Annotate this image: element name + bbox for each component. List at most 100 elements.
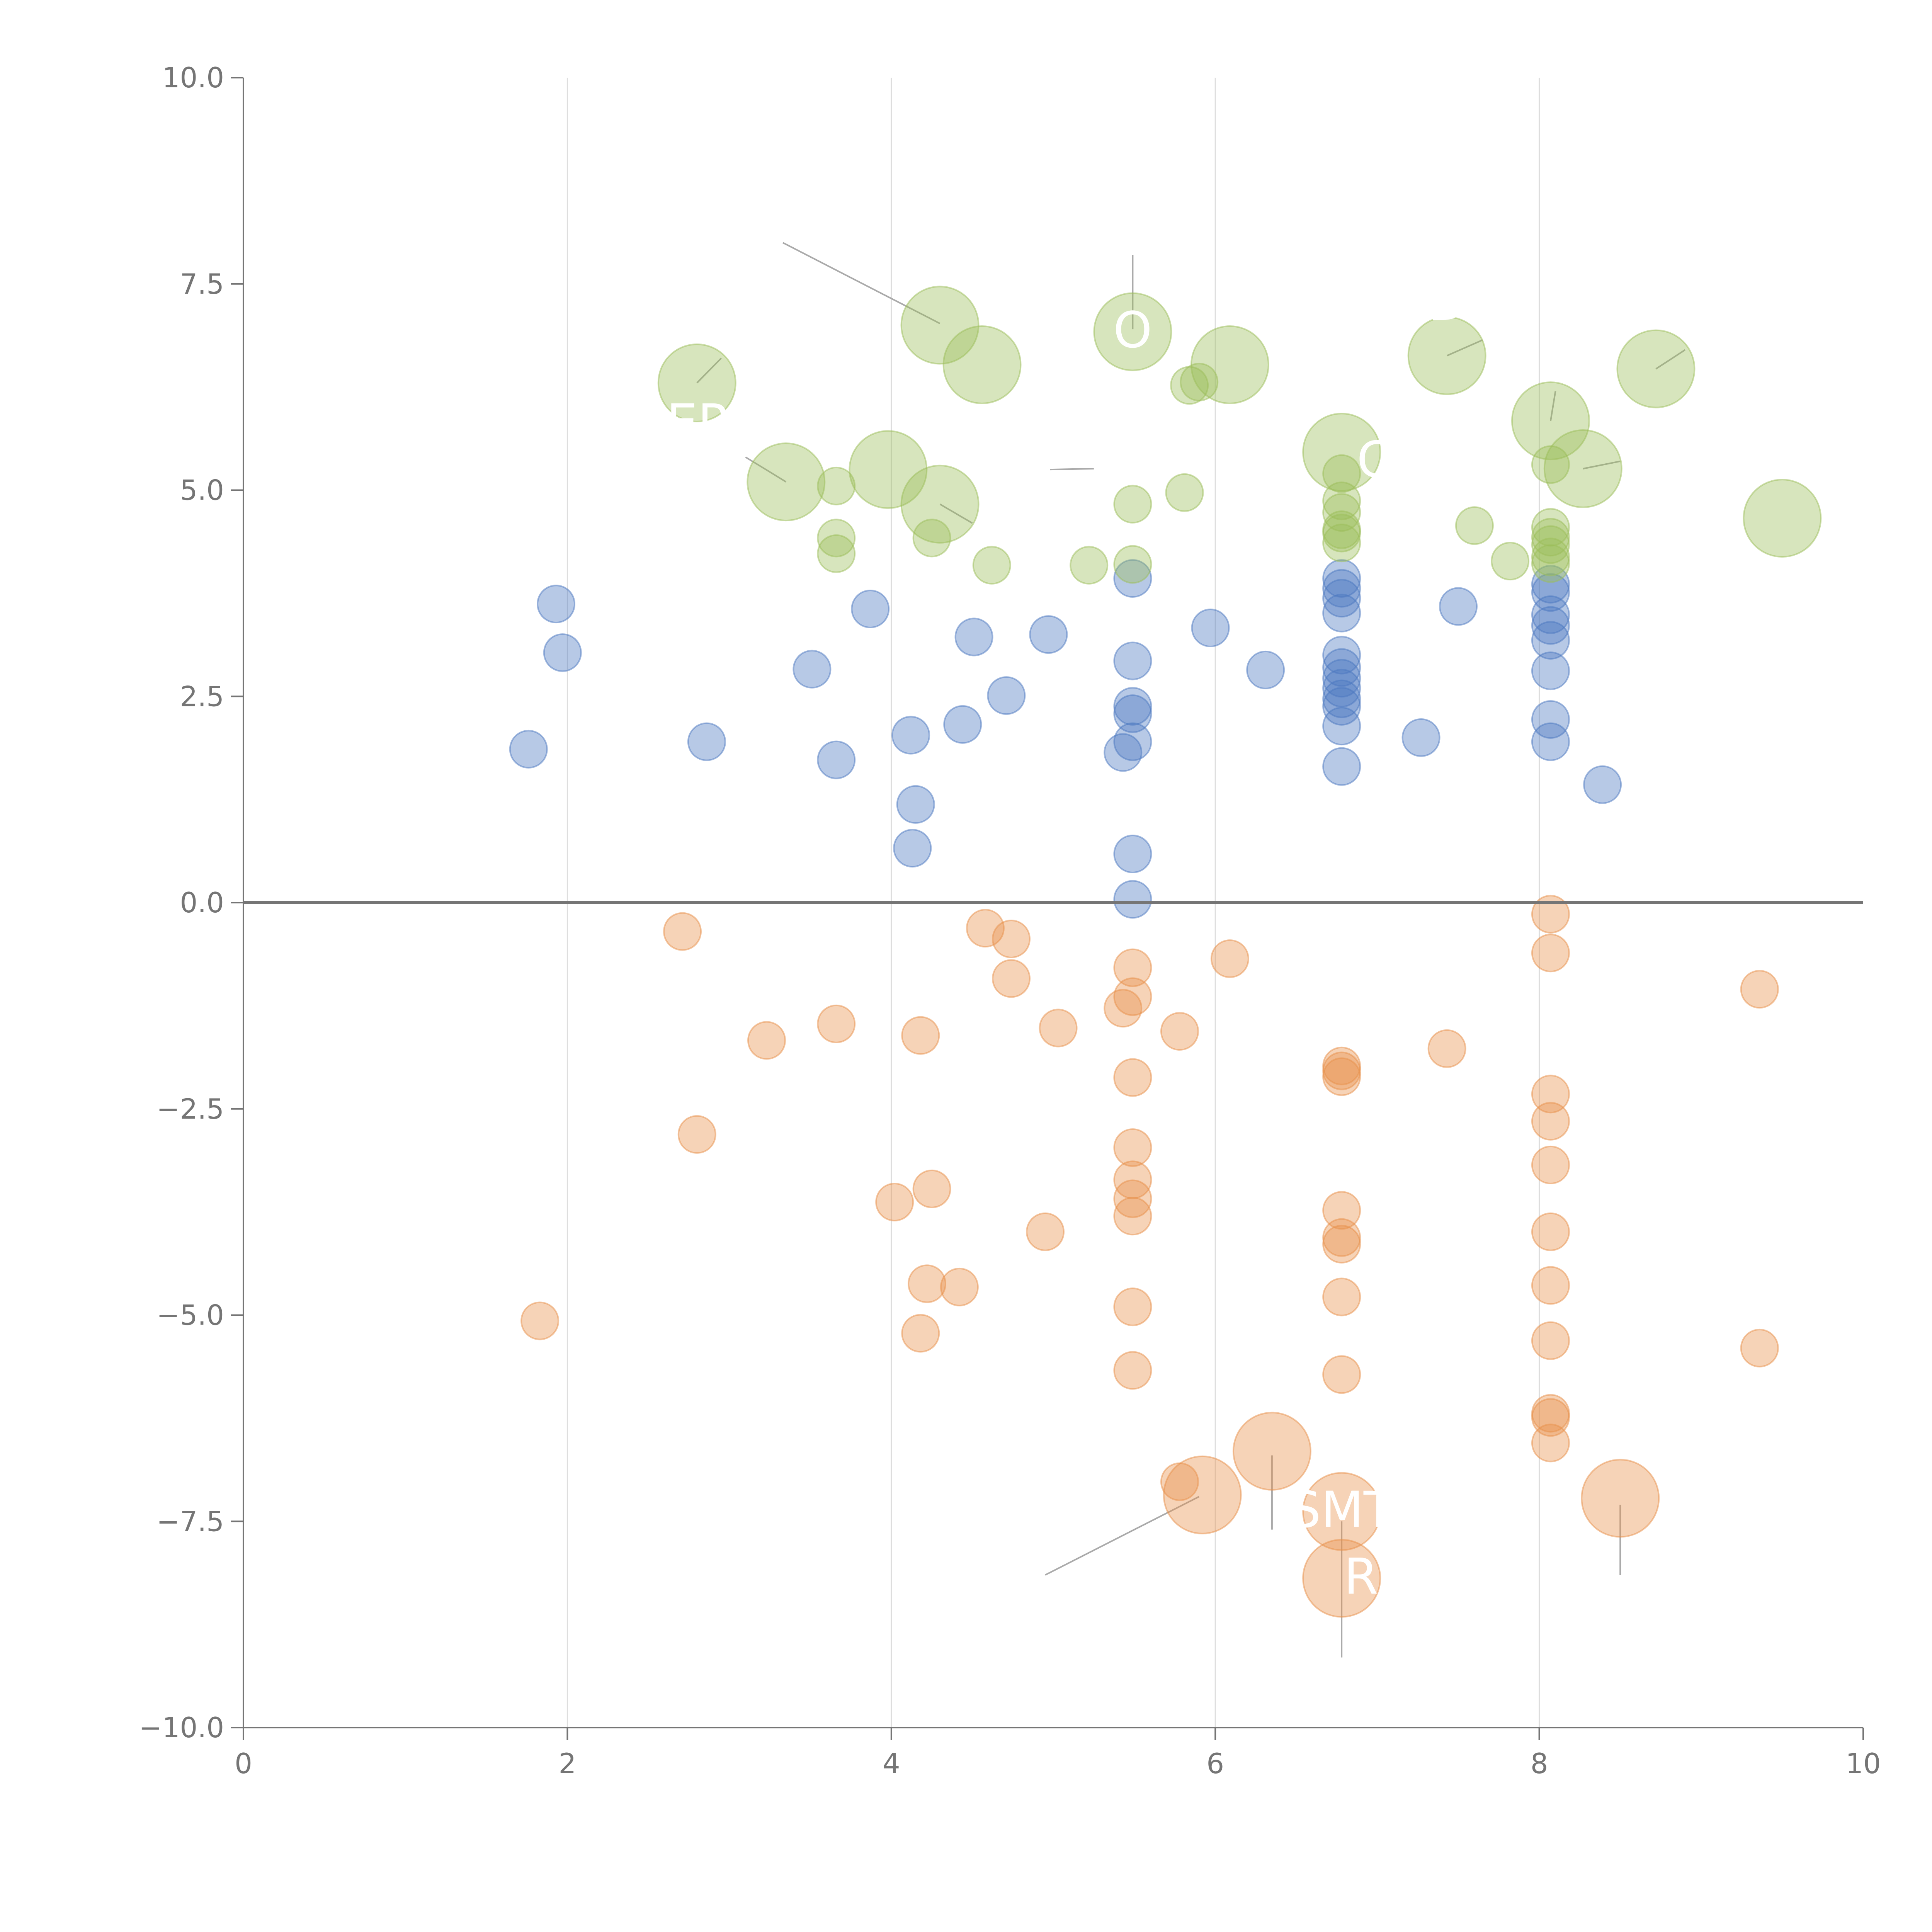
orange-point	[1531, 1145, 1570, 1184]
orange-point	[1322, 1277, 1361, 1316]
green-point	[1455, 506, 1494, 545]
blue-point	[1322, 569, 1361, 608]
blue-point	[1113, 559, 1152, 598]
orange-point	[912, 1169, 951, 1208]
green-large-point	[942, 325, 1022, 404]
points-layer	[509, 286, 1822, 1618]
orange-point	[901, 1016, 940, 1055]
blue-point	[1113, 880, 1152, 919]
orange-point	[1531, 1321, 1570, 1360]
green-point	[817, 534, 856, 573]
blue-point	[1322, 579, 1361, 618]
annotation-leader-line	[1655, 349, 1685, 370]
blue-point	[891, 716, 930, 755]
orange-large-point	[1232, 1412, 1311, 1491]
blue-point	[1322, 668, 1361, 707]
blue-point	[896, 785, 935, 824]
orange-large-point	[1581, 1459, 1660, 1538]
green-point	[1322, 481, 1361, 520]
orange-point	[1531, 934, 1570, 973]
blue-point	[1531, 606, 1570, 645]
annotation-leader-line	[1583, 460, 1621, 469]
green-large-point	[1302, 413, 1381, 492]
orange-point	[875, 1183, 914, 1222]
green-point	[1180, 362, 1219, 401]
blue-point	[954, 617, 993, 656]
orange-point	[1531, 895, 1570, 934]
orange-point	[1113, 1058, 1152, 1097]
orange-point	[901, 1314, 940, 1353]
blue-point	[943, 705, 982, 744]
axes: 0 2 4 6 8 10 10.0 7.5 5.0 2.5 0.0 −2.5 −5.0 −7.5 −10.0	[139, 61, 1881, 1780]
blue-point	[537, 585, 576, 624]
green-point	[1531, 544, 1570, 583]
orange-point	[1531, 1102, 1570, 1141]
orange-point	[1113, 977, 1152, 1016]
point-label: SMT	[1289, 1481, 1394, 1539]
orange-point	[992, 919, 1031, 958]
green-point	[1165, 473, 1204, 512]
blue-point	[1322, 648, 1361, 687]
green-point	[912, 519, 951, 558]
blue-point	[1439, 587, 1478, 626]
green-point	[1322, 493, 1361, 532]
blue-point	[1113, 687, 1152, 726]
orange-point	[1160, 1012, 1199, 1051]
green-point	[1491, 542, 1530, 581]
orange-point	[1740, 970, 1779, 1009]
x-tick-label: 6	[1206, 1747, 1224, 1780]
y-tick-label: 5.0	[180, 474, 224, 507]
y-tick-label: −2.5	[156, 1093, 224, 1125]
blue-point	[1531, 722, 1570, 761]
blue-point	[1531, 651, 1570, 690]
point-labels: O ΕΡ C D SMT R	[667, 274, 1466, 1605]
y-tick-label: 0.0	[180, 886, 224, 919]
green-point	[1531, 445, 1570, 484]
green-point	[1531, 508, 1570, 547]
y-tick-label: 10.0	[162, 61, 224, 94]
green-point	[817, 519, 856, 558]
green-large-point	[1543, 429, 1622, 508]
green-point	[1322, 524, 1361, 563]
point-label: O	[1113, 302, 1152, 359]
blue-point	[1029, 615, 1068, 654]
y-tick-label: −7.5	[156, 1505, 224, 1537]
green-large-point	[849, 430, 928, 509]
orange-point	[908, 1264, 947, 1303]
orange-point	[1322, 1051, 1361, 1090]
orange-point	[1322, 1057, 1361, 1096]
green-point	[1322, 454, 1361, 493]
orange-point	[1113, 1287, 1152, 1327]
blue-point	[1531, 595, 1570, 634]
orange-point	[966, 909, 1005, 948]
x-tick-label: 8	[1531, 1747, 1548, 1780]
green-large-point	[1511, 381, 1590, 461]
blue-point	[851, 589, 890, 628]
leader-lines	[696, 242, 1685, 1658]
annotation-leader-line	[745, 456, 787, 483]
green-large-point	[900, 286, 980, 365]
orange-point	[1039, 1009, 1078, 1048]
orange-point	[1531, 1212, 1570, 1251]
green-large-point	[1093, 292, 1172, 371]
orange-point	[1026, 1212, 1065, 1251]
blue-point	[543, 633, 582, 672]
blue-point	[793, 650, 832, 689]
orange-point	[1113, 1351, 1152, 1390]
x-tick-label: 2	[558, 1747, 576, 1780]
blue-point	[1322, 679, 1361, 718]
orange-large-point	[1163, 1455, 1242, 1534]
orange-point	[1531, 1423, 1570, 1463]
orange-large-point	[1302, 1539, 1381, 1618]
orange-point	[1531, 1075, 1570, 1114]
blue-point	[1113, 641, 1152, 680]
orange-point	[747, 1021, 786, 1060]
x-tick-label: 0	[235, 1747, 252, 1780]
x-tick-label: 4	[883, 1747, 900, 1780]
green-point	[1113, 545, 1152, 584]
annotation-leader-line	[1045, 1496, 1200, 1576]
orange-point	[1427, 1029, 1466, 1068]
orange-point	[1531, 1266, 1570, 1305]
